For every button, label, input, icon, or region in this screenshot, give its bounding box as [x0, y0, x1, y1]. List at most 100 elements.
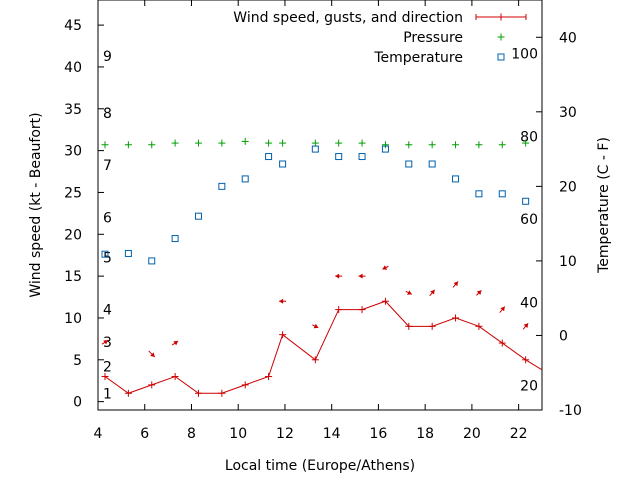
wind-speed-point	[358, 306, 366, 314]
plot-frame	[97, 0, 543, 411]
y-left-tick-label: 15	[64, 269, 82, 285]
temperature-point	[405, 160, 413, 168]
wind-direction-arrow	[148, 350, 156, 358]
temperature-point	[358, 153, 366, 161]
pressure-point	[498, 141, 506, 149]
beaufort-label: 7	[103, 158, 112, 174]
wind-speed-point	[452, 314, 460, 322]
temperature-point	[194, 212, 202, 220]
wind-direction-arrow	[405, 290, 413, 295]
series-marks	[101, 137, 542, 397]
x-tick-label: 8	[187, 426, 196, 442]
legend-marker-wind	[497, 13, 505, 21]
pressure-point	[405, 141, 413, 149]
wind-speed-point	[171, 373, 179, 381]
beaufort-label: 6	[103, 211, 112, 227]
y-left-tick-label: 40	[64, 60, 82, 76]
beaufort-label: 4	[103, 303, 112, 319]
wind-speed-point	[124, 389, 132, 397]
legend-marker-temperature	[497, 53, 505, 61]
wind-speed-point	[335, 306, 343, 314]
pressure-point	[475, 141, 483, 149]
wind-speed-point	[381, 297, 389, 305]
legend: Wind speed, gusts, and direction Pressure…	[233, 10, 527, 66]
wind-direction-arrow	[171, 340, 179, 346]
beaufort-label: 2	[103, 359, 112, 375]
pressure-point	[148, 141, 156, 149]
temperature-point	[311, 145, 319, 153]
temperature-point	[265, 153, 273, 161]
wind-speed-point	[148, 381, 156, 389]
y-left-tick-label: 45	[64, 18, 82, 34]
wind-speed-point	[475, 322, 483, 330]
beaufort-label: 1	[103, 386, 112, 402]
y-left-tick-label: 25	[64, 185, 82, 201]
fahrenheit-label: 40	[520, 296, 538, 312]
temperature-point	[428, 160, 436, 168]
wind-speed-point	[405, 322, 413, 330]
wind-direction-arrow	[382, 265, 389, 270]
pressure-point	[241, 137, 249, 145]
wind-direction-arrow	[499, 306, 506, 313]
temperature-point	[218, 182, 226, 190]
x-tick-label: 12	[276, 426, 294, 442]
pressure-point	[124, 141, 132, 149]
temperature-point	[381, 145, 389, 153]
fahrenheit-label: 20	[520, 378, 538, 394]
wind-direction-arrow	[476, 290, 482, 296]
y-axis-left-label: Wind speed (kt - Beaufort)	[28, 112, 44, 297]
y-left-tick-label: 0	[73, 395, 82, 411]
y-left-tick-label: 5	[73, 353, 82, 369]
wind-speed-point	[498, 339, 506, 347]
pressure-point	[335, 139, 343, 147]
x-tick-label: 18	[416, 426, 434, 442]
temperature-point	[148, 257, 156, 265]
x-tick-label: 10	[229, 426, 247, 442]
temperature-point	[522, 197, 530, 205]
temperature-point	[335, 153, 343, 161]
temperature-point	[124, 249, 132, 257]
y-right-tick-label: 20	[559, 179, 577, 195]
wind-speed-point	[522, 356, 530, 364]
temperature-point	[475, 190, 483, 198]
wind-speed-point	[311, 356, 319, 364]
beaufort-label: 3	[103, 335, 112, 351]
y-right-tick-label: 30	[559, 105, 577, 121]
temperature-point	[171, 235, 179, 243]
pressure-point	[522, 139, 530, 147]
x-tick-label: 4	[94, 426, 103, 442]
fahrenheit-label: 100	[511, 47, 538, 63]
wind-speed-point	[279, 331, 287, 339]
wind-direction-arrow	[101, 339, 109, 345]
wind-direction-arrow	[429, 289, 436, 297]
pressure-point	[358, 139, 366, 147]
pressure-point	[428, 141, 436, 149]
x-tick-label: 16	[370, 426, 388, 442]
wind-direction-arrow	[279, 298, 287, 304]
x-tick-label: 20	[463, 426, 481, 442]
y-right-tick-label: -10	[559, 403, 582, 419]
temperature-point	[241, 175, 249, 183]
y-left-tick-label: 30	[64, 144, 82, 160]
wind-speed-point	[101, 373, 109, 381]
pressure-point	[452, 141, 460, 149]
temperature-point	[452, 175, 460, 183]
wind-speed-point	[194, 389, 202, 397]
fahrenheit-label: 60	[520, 212, 538, 228]
y-left-tick-label: 35	[64, 102, 82, 118]
pressure-point	[381, 141, 389, 149]
wind-speed-point	[265, 373, 273, 381]
y-right-tick-label: 0	[559, 328, 568, 344]
pressure-point	[171, 139, 179, 147]
beaufort-label: 5	[103, 251, 112, 267]
pressure-point	[279, 139, 287, 147]
wind-speed-point	[241, 381, 249, 389]
wind-direction-arrow	[358, 273, 366, 279]
x-axis-label: Local time (Europe/Athens)	[225, 458, 415, 474]
temperature-point	[101, 250, 109, 258]
wind-speed-point	[218, 389, 226, 397]
wind-direction-arrow	[522, 323, 529, 330]
legend-label-pressure: Pressure	[403, 30, 463, 46]
beaufort-label: 9	[103, 49, 112, 65]
